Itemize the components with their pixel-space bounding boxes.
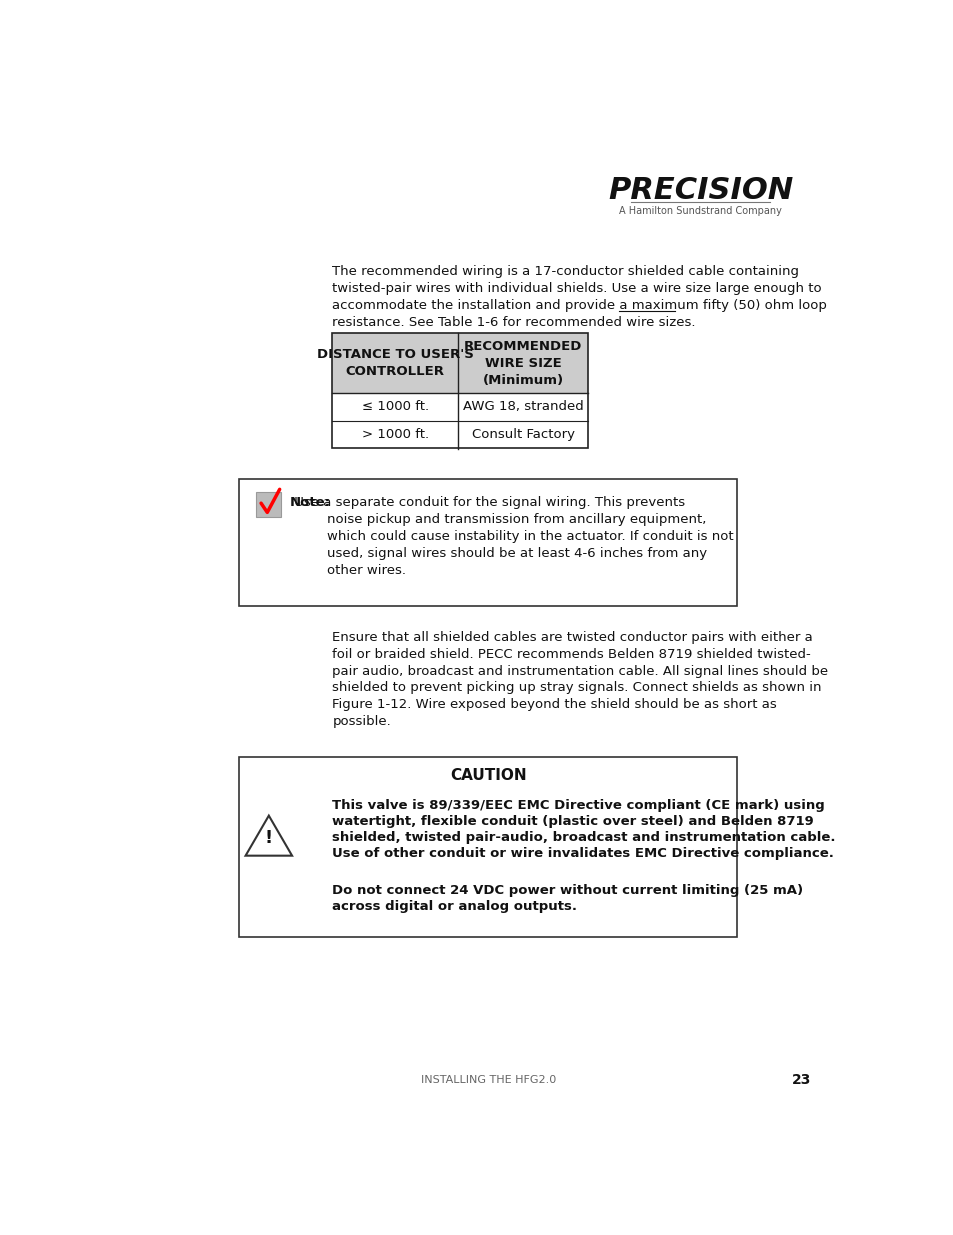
Text: ≤ 1000 ft.: ≤ 1000 ft.	[361, 400, 428, 414]
Text: foil or braided shield. PECC recommends Belden 8719 shielded twisted-: foil or braided shield. PECC recommends …	[332, 647, 810, 661]
Text: resistance. See Table 1-6 for recommended wire sizes.: resistance. See Table 1-6 for recommende…	[332, 316, 695, 329]
Text: Ensure that all shielded cables are twisted conductor pairs with either a: Ensure that all shielded cables are twis…	[332, 631, 812, 643]
Text: Note:: Note:	[290, 496, 331, 509]
Text: shielded to prevent picking up stray signals. Connect shields as shown in: shielded to prevent picking up stray sig…	[332, 682, 821, 694]
Text: twisted-pair wires with individual shields. Use a wire size large enough to: twisted-pair wires with individual shiel…	[332, 282, 821, 295]
Text: A Hamilton Sundstrand Company: A Hamilton Sundstrand Company	[618, 206, 781, 216]
Bar	[332, 333, 457, 393]
Text: PRECISION: PRECISION	[607, 177, 792, 205]
Bar	[239, 757, 736, 937]
Text: across digital or analog outputs.: across digital or analog outputs.	[332, 900, 577, 914]
Bar	[239, 479, 736, 606]
Text: noise pickup and transmission from ancillary equipment,: noise pickup and transmission from ancil…	[327, 514, 705, 526]
Text: accommodate the installation and provide a maximum fifty (50) ohm loop: accommodate the installation and provide…	[332, 299, 826, 311]
Text: which could cause instability in the actuator. If conduit is not: which could cause instability in the act…	[327, 530, 733, 543]
Text: This valve is 89/339/EEC EMC Directive compliant (CE mark) using: This valve is 89/339/EEC EMC Directive c…	[332, 799, 824, 811]
Text: possible.: possible.	[332, 715, 391, 729]
Text: Use a separate conduit for the signal wiring. This prevents: Use a separate conduit for the signal wi…	[290, 496, 684, 509]
Text: shielded, twisted pair-audio, broadcast and instrumentation cable.: shielded, twisted pair-audio, broadcast …	[332, 831, 835, 845]
Text: Figure 1-12. Wire exposed beyond the shield should be as short as: Figure 1-12. Wire exposed beyond the shi…	[332, 699, 777, 711]
Text: used, signal wires should be at least 4-6 inches from any: used, signal wires should be at least 4-…	[327, 547, 706, 559]
Polygon shape	[245, 815, 292, 856]
Bar	[332, 333, 587, 448]
Text: 23: 23	[791, 1073, 810, 1087]
Text: other wires.: other wires.	[327, 564, 406, 577]
Text: The recommended wiring is a 17-conductor shielded cable containing: The recommended wiring is a 17-conductor…	[332, 264, 799, 278]
Text: > 1000 ft.: > 1000 ft.	[361, 429, 428, 441]
Text: Do not connect 24 VDC power without current limiting (25 mA): Do not connect 24 VDC power without curr…	[332, 884, 802, 898]
Bar	[457, 333, 587, 393]
Text: AWG 18, stranded: AWG 18, stranded	[462, 400, 583, 414]
Text: CAUTION: CAUTION	[450, 768, 526, 783]
Text: !: !	[265, 829, 273, 847]
Text: INSTALLING THE HFG2.0: INSTALLING THE HFG2.0	[421, 1074, 556, 1084]
Text: Consult Factory: Consult Factory	[471, 429, 574, 441]
Text: Use of other conduit or wire invalidates EMC Directive compliance.: Use of other conduit or wire invalidates…	[332, 847, 833, 861]
Text: RECOMMENDED
WIRE SIZE
(Minimum): RECOMMENDED WIRE SIZE (Minimum)	[463, 340, 581, 387]
Text: DISTANCE TO USER'S
CONTROLLER: DISTANCE TO USER'S CONTROLLER	[316, 348, 473, 378]
Text: pair audio, broadcast and instrumentation cable. All signal lines should be: pair audio, broadcast and instrumentatio…	[332, 664, 827, 678]
Bar	[256, 493, 281, 517]
Text: watertight, flexible conduit (plastic over steel) and Belden 8719: watertight, flexible conduit (plastic ov…	[332, 815, 813, 827]
